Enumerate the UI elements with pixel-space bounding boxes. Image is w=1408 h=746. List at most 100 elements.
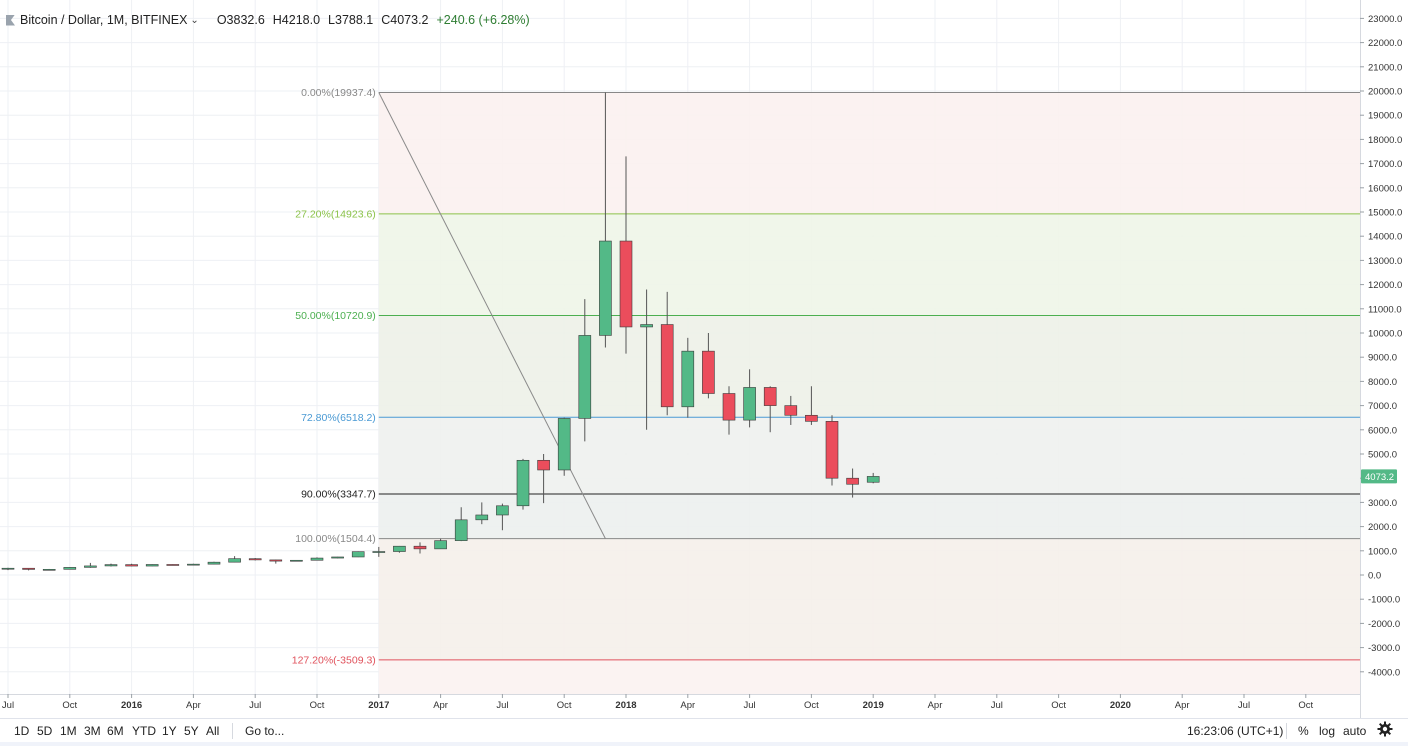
price-tick-label: 7000.0 [1368, 401, 1397, 412]
time-tick-label: Jul [496, 700, 508, 711]
range-1d-button[interactable]: 1D [14, 724, 30, 738]
candle-up [207, 561, 221, 565]
range-1y-button[interactable]: 1Y [162, 724, 177, 738]
price-tick-label: 8000.0 [1368, 377, 1397, 388]
time-tick-label: 2017 [368, 700, 389, 711]
range-ytd-button[interactable]: YTD [132, 724, 156, 738]
last-price-badge [1361, 469, 1397, 484]
ohlc-close: C4073.2 [381, 13, 429, 27]
fib-zone [378, 659, 1360, 694]
candle-down [805, 414, 818, 422]
candle-down [125, 564, 138, 567]
candle-up [42, 569, 56, 571]
time-axis: Jul Oct 2016 Apr Jul Oct 2017 Apr Jul Oct 2018 Apr J… [2, 694, 1314, 711]
time-tick-label: Oct [1298, 700, 1313, 711]
price-tick-label: -3000.0 [1368, 643, 1400, 654]
range-1m-button[interactable]: 1M [60, 724, 77, 738]
toolbar-divider [232, 723, 233, 739]
gear-icon[interactable] [1377, 721, 1393, 740]
fibonacci-retracement: 0.00%(19937.4) 27.20%(14923.6) 50.00%(1072… [292, 87, 1360, 694]
candle-up [310, 557, 324, 561]
candle-up [434, 540, 447, 550]
chevron-down-icon[interactable]: ⌄ [190, 14, 199, 26]
price-tick-label: 13000.0 [1368, 256, 1402, 267]
candle-down [784, 405, 798, 416]
fib-zone [378, 92, 1360, 214]
range-6m-button[interactable]: 6M [107, 724, 124, 738]
time-tick-label: Oct [62, 700, 77, 711]
fib-zone [378, 213, 1360, 316]
symbol-title[interactable]: Bitcoin / Dollar, 1M, BITFINEX [20, 13, 188, 27]
price-tick-label: 20000.0 [1368, 87, 1402, 98]
candle-down [763, 387, 777, 406]
candle-down [619, 240, 633, 328]
fib-level-label: 27.20%(14923.6) [295, 208, 376, 220]
time-tick-label: Jul [991, 700, 1003, 711]
candle-up [681, 350, 695, 408]
clock-timezone[interactable]: 16:23:06 (UTC+1) [1187, 724, 1284, 738]
candle-up [331, 556, 344, 559]
price-tick-label: 5000.0 [1368, 450, 1397, 461]
time-tick-label: Oct [557, 700, 572, 711]
time-tick-label: Apr [928, 700, 943, 711]
candle-up [578, 335, 592, 419]
bottom-toolbar: 1D 5D 1M 3M 6M YTD 1Y 5Y All Go to... 16… [0, 718, 1408, 743]
time-tick-label: Jul [249, 700, 261, 711]
fib-level-label: 127.20%(-3509.3) [292, 654, 376, 666]
fib-zone [378, 315, 1360, 418]
time-tick-label: Apr [680, 700, 695, 711]
candle-up [599, 240, 612, 336]
price-tick-label: 6000.0 [1368, 425, 1397, 436]
candle-up [393, 545, 406, 552]
candle-down [248, 558, 262, 561]
range-all-button[interactable]: All [206, 724, 220, 738]
fib-level-label: 72.80%(6518.2) [301, 412, 376, 424]
chart-legend: Bitcoin / Dollar, 1M, BITFINEX ⌄ O3832.6… [6, 10, 530, 30]
ohlc-high: H4218.0 [272, 13, 321, 27]
percent-scale-button[interactable]: % [1298, 724, 1309, 738]
fib-zone [378, 493, 1360, 539]
symbol-flag-icon [6, 14, 15, 26]
price-tick-label: -1000.0 [1368, 595, 1400, 606]
candle-up [84, 565, 97, 568]
time-tick-label: Oct [804, 700, 819, 711]
range-5d-button[interactable]: 5D [37, 724, 53, 738]
bottom-border [0, 742, 1408, 746]
time-tick-label: Apr [1175, 700, 1190, 711]
range-5y-button[interactable]: 5Y [184, 724, 199, 738]
ohlc-open: O3832.6 [216, 13, 265, 27]
time-tick-label: 2016 [121, 700, 142, 711]
price-chart[interactable]: 0.00%(19937.4) 27.20%(14923.6) 50.00%(1072… [0, 0, 1408, 718]
fib-level-label: 100.00%(1504.4) [295, 533, 376, 545]
fib-level-label: 50.00%(10720.9) [295, 310, 376, 322]
price-tick-label: 16000.0 [1368, 183, 1402, 194]
time-tick-label: Jul [2, 700, 14, 711]
price-tick-label: 11000.0 [1368, 304, 1402, 315]
time-tick-label: Apr [186, 700, 201, 711]
candle-down [22, 567, 35, 570]
auto-scale-button[interactable]: auto [1343, 724, 1367, 738]
candle-up [475, 514, 489, 521]
time-tick-label: Oct [1051, 700, 1066, 711]
candle-up [557, 418, 571, 471]
candles [1, 92, 880, 571]
candle-up [454, 519, 468, 541]
price-tick-label: 0.0 [1368, 571, 1381, 582]
candle-down [413, 545, 427, 550]
price-tick-label: -2000.0 [1368, 619, 1400, 630]
candle-down [537, 459, 550, 471]
ohlc-change: +240.6 (+6.28%) [436, 13, 530, 27]
candle-up [1, 567, 15, 570]
range-3m-button[interactable]: 3M [84, 724, 101, 738]
go-to-button[interactable]: Go to... [245, 724, 285, 738]
time-tick-label: Jul [1238, 700, 1250, 711]
candle-up [516, 459, 530, 507]
price-tick-label: 14000.0 [1368, 232, 1402, 243]
candle-up [145, 564, 159, 567]
candle-up [640, 324, 653, 328]
log-scale-button[interactable]: log [1319, 724, 1336, 738]
candle-up [351, 551, 365, 558]
fib-zone [378, 538, 1360, 660]
candle-down [825, 421, 839, 479]
price-tick-label: 23000.0 [1368, 14, 1402, 25]
